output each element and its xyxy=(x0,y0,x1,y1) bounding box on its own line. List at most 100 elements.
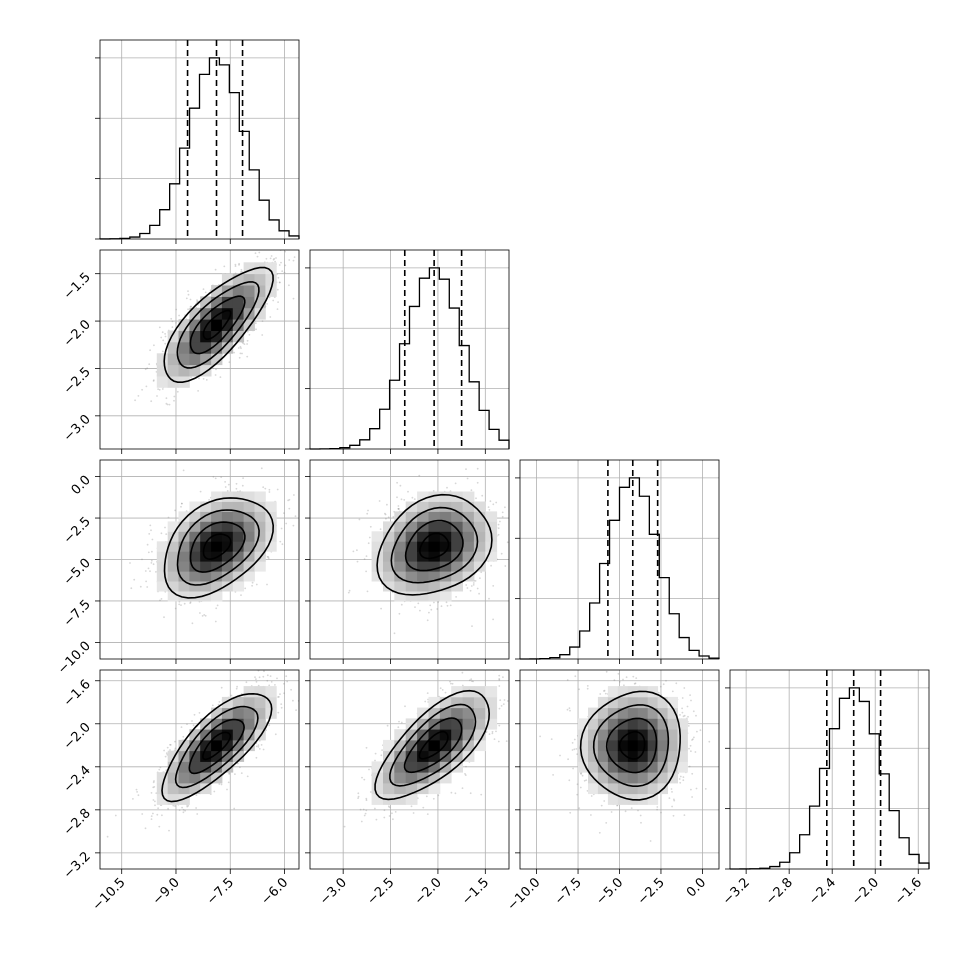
contour-2-sigma xyxy=(163,266,274,383)
density-bin xyxy=(405,729,418,741)
y-tick-label: −10.0 xyxy=(55,639,94,678)
density-panel-1-0 xyxy=(95,249,300,454)
density-bin xyxy=(211,330,223,343)
density-bin xyxy=(417,491,429,502)
x-tick-label: −1.5 xyxy=(459,875,492,908)
density-bin xyxy=(451,581,463,592)
density-bin xyxy=(588,782,599,795)
density-bin xyxy=(627,739,639,752)
density-bin xyxy=(243,707,255,719)
density-bin xyxy=(211,561,223,572)
density-bin xyxy=(473,501,486,512)
x-tick-label: −5.0 xyxy=(593,875,626,908)
y-tick-label: −2.5 xyxy=(61,514,94,547)
density-bin xyxy=(677,729,688,741)
density-bin xyxy=(200,551,212,562)
y-tick-label: −3.0 xyxy=(61,412,94,445)
density-bin xyxy=(394,551,407,562)
density-bin xyxy=(221,341,234,354)
density-bin xyxy=(243,541,255,552)
contour-1.5-sigma xyxy=(176,281,260,369)
density-bin xyxy=(211,739,223,752)
density-bin xyxy=(451,739,463,752)
density-bin xyxy=(221,541,234,552)
density-bin xyxy=(637,772,649,784)
density-bin xyxy=(189,761,201,773)
density-bin xyxy=(167,772,179,784)
density-bin xyxy=(677,739,688,752)
density-bin xyxy=(189,561,201,572)
density-bin xyxy=(200,341,212,354)
density-bin xyxy=(156,571,169,582)
density-bin xyxy=(211,772,223,784)
density-bin xyxy=(200,782,212,795)
density-bin xyxy=(200,330,212,343)
density-bin xyxy=(637,761,649,773)
density-bin xyxy=(451,686,463,698)
density-bin xyxy=(451,707,463,719)
density-bin xyxy=(383,551,395,562)
density-bin xyxy=(189,581,201,592)
contour-1-sigma xyxy=(605,717,658,774)
contour-1.5-sigma xyxy=(389,703,477,787)
density-bin xyxy=(232,285,245,297)
density-bin xyxy=(667,739,678,752)
density-bin xyxy=(677,761,688,773)
density-bin xyxy=(667,761,678,773)
density-bin xyxy=(588,707,599,719)
density-bin xyxy=(627,782,639,795)
density-bin xyxy=(211,531,223,542)
density-bin xyxy=(189,330,201,343)
density-bin xyxy=(189,782,201,795)
density-bin xyxy=(243,501,255,512)
contour-1.5-sigma xyxy=(390,506,479,584)
x-tick-label: −2.8 xyxy=(763,875,796,908)
density-bin xyxy=(189,541,201,552)
density-bin xyxy=(178,739,190,752)
density-bin xyxy=(439,718,452,730)
density-bin xyxy=(617,761,629,773)
y-tick-label: −2.8 xyxy=(61,806,94,839)
density-bin xyxy=(607,761,619,773)
density-bin xyxy=(178,353,190,366)
density-bin xyxy=(405,511,418,522)
density-bin xyxy=(167,376,179,388)
contour-1.5-sigma xyxy=(174,705,259,789)
density-bin xyxy=(417,761,429,773)
density-bin xyxy=(265,531,277,542)
density-bin xyxy=(428,551,441,562)
density-bin xyxy=(383,531,395,542)
density-bin xyxy=(485,707,498,719)
density-bin xyxy=(657,729,668,741)
density-bin xyxy=(254,285,266,297)
density-bin xyxy=(156,353,169,366)
density-bin xyxy=(451,501,463,512)
density-bin xyxy=(200,591,212,602)
density-bin xyxy=(394,761,407,773)
density-bin xyxy=(439,591,452,602)
x-tick-label: −3.2 xyxy=(720,875,753,908)
density-bin xyxy=(405,782,418,795)
density-bin xyxy=(607,782,619,795)
density-bin xyxy=(221,501,234,512)
density-bin xyxy=(211,491,223,502)
density-bin xyxy=(627,696,639,709)
y-tick-label: −5.0 xyxy=(61,556,94,589)
x-tick-label: −2.4 xyxy=(806,875,839,908)
density-bin xyxy=(189,319,201,331)
density-bin xyxy=(667,729,678,741)
density-bin xyxy=(243,491,255,502)
density-bin xyxy=(200,750,212,762)
density-bin xyxy=(428,571,441,582)
density-bin xyxy=(189,521,201,532)
histogram-panel-1 xyxy=(305,249,510,454)
density-bin xyxy=(254,541,266,552)
density-bin xyxy=(405,501,418,512)
density-bin xyxy=(617,772,629,784)
density-bin xyxy=(232,707,245,719)
density-bin xyxy=(371,782,384,795)
density-bin xyxy=(485,696,498,709)
density-bin xyxy=(221,273,234,286)
density-bin xyxy=(428,696,441,709)
